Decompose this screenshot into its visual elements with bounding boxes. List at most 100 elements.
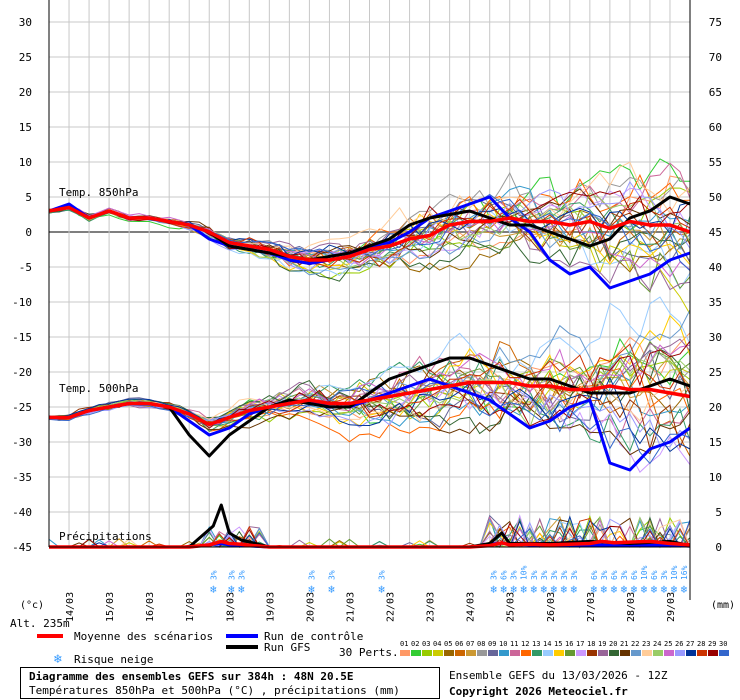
snow-pct-label: 3% — [327, 570, 336, 580]
left-tick-label: 15 — [19, 121, 32, 134]
snowflake-icon: ❄ — [520, 583, 527, 596]
member-id-label: 08 — [477, 640, 486, 648]
member-swatch — [400, 650, 410, 656]
snow-pct-label: 3% — [600, 570, 609, 580]
snowflake-icon: ❄ — [681, 583, 688, 596]
member-id-label: 29 — [708, 640, 717, 648]
member-swatch — [444, 650, 454, 656]
right-tick-label: 25 — [709, 366, 722, 379]
snow-pct-label: 6% — [650, 570, 659, 580]
member-id-label: 03 — [422, 640, 431, 648]
member-id-label: 06 — [455, 640, 464, 648]
member-id-label: 30 — [719, 640, 728, 648]
member-id-label: 18 — [587, 640, 596, 648]
snow-pct-label: 3% — [570, 570, 579, 580]
series-t850-moyenne-des-scénarios — [48, 205, 691, 262]
snowflake-icon: ❄ — [651, 583, 658, 596]
panel-label-t850: Temp. 850hPa — [59, 186, 139, 199]
chart-title: Diagramme des ensembles GEFS sur 384h : … — [29, 670, 354, 683]
legend-label-snow: Risque neige — [74, 653, 154, 666]
snow-pct-label: 6% — [590, 570, 599, 580]
snow-pct-label: 3% — [490, 570, 499, 580]
right-tick-label: 5 — [715, 506, 722, 519]
snow-pct-label: 6% — [500, 570, 509, 580]
legend-label-control: Run de contrôle — [264, 630, 364, 643]
right-tick-label: 60 — [709, 121, 722, 134]
snow-pct-label: 3% — [540, 570, 549, 580]
member-id-label: 24 — [653, 640, 662, 648]
member-id-label: 14 — [543, 640, 552, 648]
left-tick-label: -45 — [12, 541, 32, 554]
snowflake-icon: ❄ — [54, 652, 62, 667]
member-swatch — [686, 650, 696, 656]
member-swatch — [642, 650, 652, 656]
x-tick-label: 22/03 — [386, 592, 397, 622]
right-tick-label: 40 — [709, 261, 722, 274]
member-swatch — [697, 650, 707, 656]
right-tick-label: 15 — [709, 436, 722, 449]
snowflake-icon: ❄ — [510, 583, 517, 596]
member-id-label: 12 — [521, 640, 530, 648]
snowflake-icon: ❄ — [661, 583, 668, 596]
member-swatch — [664, 650, 674, 656]
member-id-label: 28 — [697, 640, 706, 648]
snow-pct-label: 3% — [378, 570, 387, 580]
member-id-label: 22 — [631, 640, 640, 648]
legend-swatch-control — [226, 634, 258, 638]
x-tick-label: 15/03 — [105, 592, 116, 622]
snow-pct-label: 3% — [510, 570, 519, 580]
panel-label-t500: Temp. 500hPa — [59, 382, 139, 395]
member-id-label: 05 — [444, 640, 453, 648]
right-tick-label: 35 — [709, 296, 722, 309]
x-tick-label: 26/03 — [546, 592, 557, 622]
x-tick-label: 29/03 — [666, 592, 677, 622]
snowflake-icon: ❄ — [671, 583, 678, 596]
snowflake-icon: ❄ — [621, 583, 628, 596]
snow-pct-label: 3% — [209, 570, 218, 580]
x-tick-label: 18/03 — [225, 592, 236, 622]
snow-pct-label: 6% — [630, 570, 639, 580]
right-tick-label: 10 — [709, 471, 722, 484]
snowflake-icon: ❄ — [540, 583, 547, 596]
right-tick-label: 75 — [709, 16, 722, 29]
snow-pct-label: 3% — [620, 570, 629, 580]
snowflake-icon: ❄ — [308, 583, 315, 596]
member-swatch — [620, 650, 630, 656]
title-box: Diagramme des ensembles GEFS sur 384h : … — [20, 667, 440, 699]
snowflake-icon: ❄ — [530, 583, 537, 596]
right-tick-label: 55 — [709, 156, 722, 169]
member-swatch — [433, 650, 443, 656]
snow-pct-label: 3% — [530, 570, 539, 580]
left-tick-label: -20 — [12, 366, 32, 379]
member-id-label: 13 — [532, 640, 541, 648]
member-swatch — [719, 650, 729, 656]
member-id-label: 17 — [576, 640, 585, 648]
member-swatch — [532, 650, 542, 656]
member-swatch — [598, 650, 608, 656]
right-tick-label: 20 — [709, 401, 722, 414]
snow-pct-label: 10% — [670, 565, 679, 580]
member-swatch — [576, 650, 586, 656]
member-swatch — [587, 650, 597, 656]
member-21-t850 — [48, 188, 691, 264]
member-swatch — [554, 650, 564, 656]
left-tick-label: -25 — [12, 401, 32, 414]
left-tick-label: -15 — [12, 331, 32, 344]
series-t500-moyenne-des-scénarios — [49, 380, 691, 427]
x-tick-label: 24/03 — [466, 592, 477, 622]
x-tick-label: 20/03 — [305, 592, 316, 622]
member-id-label: 26 — [675, 640, 684, 648]
left-unit-label: (°c) — [20, 600, 45, 611]
legend-label-perts: 30 Perts. — [339, 646, 399, 659]
snow-pct-label: 10% — [640, 565, 649, 580]
copyright: Copyright 2026 Meteociel.fr — [449, 685, 628, 698]
snowflake-icon: ❄ — [238, 583, 245, 596]
x-tick-label: 14/03 — [65, 592, 76, 622]
snow-pct-label: 3% — [660, 570, 669, 580]
member-id-label: 19 — [598, 640, 607, 648]
snowflake-icon: ❄ — [641, 583, 648, 596]
snowflake-icon: ❄ — [490, 583, 497, 596]
member-id-label: 23 — [642, 640, 651, 648]
member-swatch — [422, 650, 432, 656]
right-unit-label: (mm) — [711, 600, 736, 611]
